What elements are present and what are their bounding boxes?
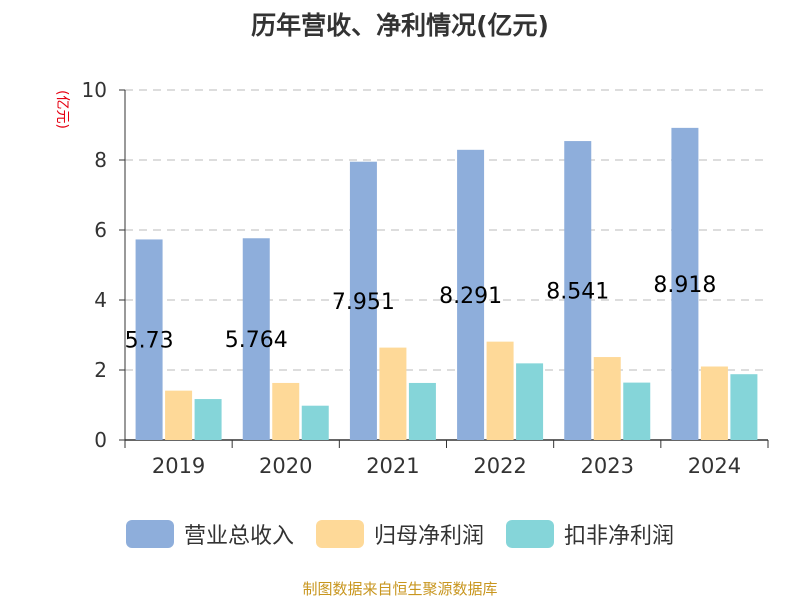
bar-归母净利润-2019 xyxy=(165,390,193,440)
bar-营业总收入-2022 xyxy=(457,149,485,440)
legend-label-revenue: 营业总收入 xyxy=(183,524,294,549)
legend-item-net-profit[interactable]: 归母净利润 xyxy=(315,518,484,550)
legend-swatch-revenue xyxy=(125,520,174,548)
source-note: 制图数据来自恒生聚源数据库 xyxy=(302,580,498,598)
data-label: 8.918 xyxy=(653,273,716,298)
x-tick-label: 2023 xyxy=(581,454,634,478)
legend-swatch-net-profit xyxy=(315,520,364,548)
legend-item-deducted-profit[interactable]: 扣非净利润 xyxy=(506,518,674,550)
bar-营业总收入-2020 xyxy=(242,238,270,440)
bar-归母净利润-2021 xyxy=(379,347,407,440)
y-tick-label: 8 xyxy=(94,148,107,172)
y-tick-label: 4 xyxy=(94,288,107,312)
x-tick-label: 2021 xyxy=(366,454,419,478)
bar-扣非净利润-2022 xyxy=(516,363,544,440)
bar-扣非净利润-2021 xyxy=(408,382,436,440)
data-labels: 5.73 5.764 7.951 8.291 8.541 8.918 xyxy=(125,273,717,354)
bar-归母净利润-2023 xyxy=(593,357,621,440)
bar-营业总收入-2024 xyxy=(671,127,699,441)
data-label: 5.764 xyxy=(225,328,288,353)
legend-swatch-deducted-profit xyxy=(506,520,554,548)
axes: 0 2 4 6 8 10 2019 2020 2021 2022 2023 2024 xyxy=(82,78,769,478)
data-label: 7.951 xyxy=(332,290,395,315)
y-tick-label: 0 xyxy=(94,428,107,452)
bar-扣非净利润-2023 xyxy=(623,382,651,440)
y-tick-label: 6 xyxy=(94,218,107,242)
bar-扣非净利润-2024 xyxy=(730,374,758,440)
x-tick-label: 2024 xyxy=(688,454,741,478)
legend-label-net-profit: 归母净利润 xyxy=(373,524,484,549)
data-label: 8.291 xyxy=(439,284,502,309)
bar-扣非净利润-2019 xyxy=(194,399,222,440)
bar-扣非净利润-2020 xyxy=(301,405,329,440)
bar-归母净利润-2024 xyxy=(700,366,728,440)
legend: 营业总收入 归母净利润 扣非净利润 xyxy=(0,518,800,550)
bar-营业总收入-2021 xyxy=(349,161,377,440)
y-axis-unit-label: (亿元) xyxy=(54,90,70,129)
chart-title: 历年营收、净利情况(亿元) xyxy=(251,11,549,40)
y-tick-label: 2 xyxy=(94,358,107,382)
bar-归母净利润-2020 xyxy=(272,382,300,440)
bars xyxy=(135,127,758,441)
bar-归母净利润-2022 xyxy=(486,341,514,440)
data-label: 5.73 xyxy=(125,329,174,354)
legend-label-deducted-profit: 扣非净利润 xyxy=(564,524,675,549)
x-tick-label: 2019 xyxy=(152,454,205,478)
y-tick-label: 10 xyxy=(82,78,107,102)
bar-营业总收入-2023 xyxy=(564,141,592,440)
bar-营业总收入-2019 xyxy=(135,239,163,440)
data-label: 8.541 xyxy=(546,280,609,305)
x-tick-label: 2022 xyxy=(473,454,526,478)
legend-item-revenue[interactable]: 营业总收入 xyxy=(125,518,294,550)
x-tick-label: 2020 xyxy=(259,454,312,478)
grid-lines xyxy=(125,89,768,371)
